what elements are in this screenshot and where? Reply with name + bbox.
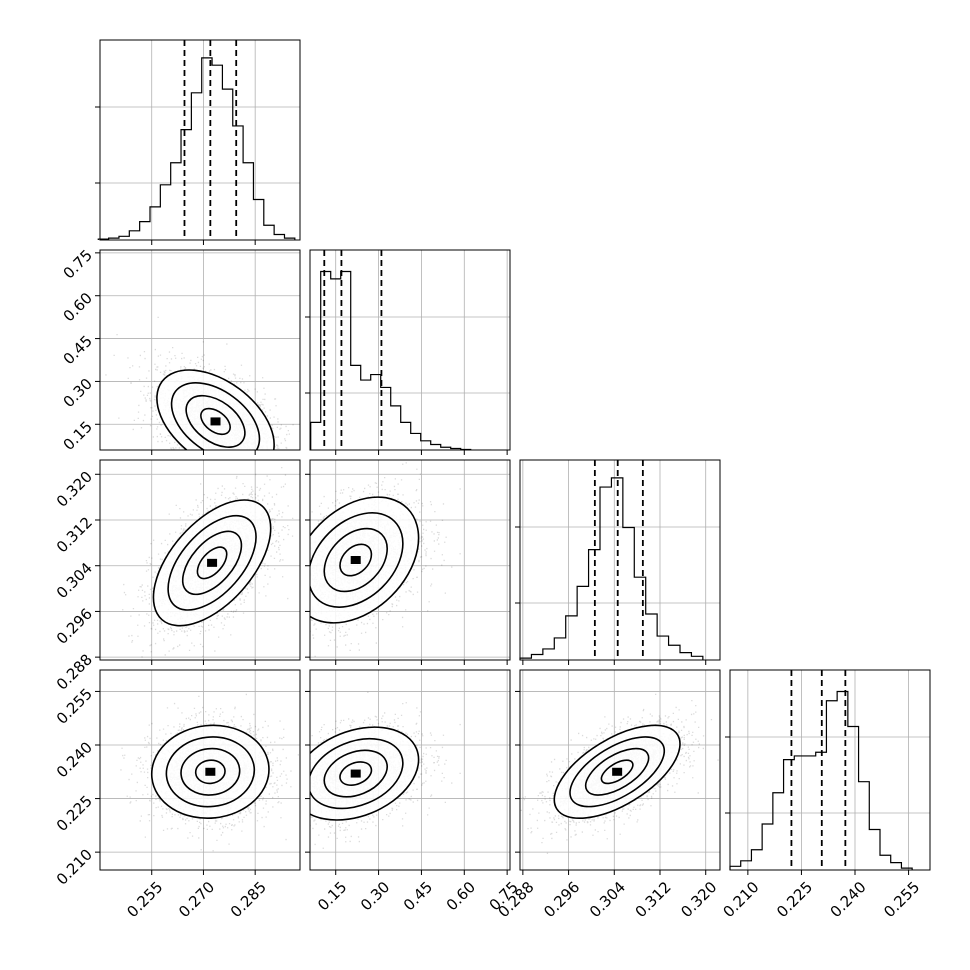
- x-tick-label-0-0: 0.255: [123, 878, 166, 921]
- contour-2-3-2: [584, 747, 650, 796]
- x-tick-label-2-3: 0.312: [632, 878, 675, 921]
- pair-panel-2-3: [515, 669, 721, 875]
- x-tick-label-3-3: 0.255: [880, 878, 923, 921]
- x-tick-label-2-1: 0.296: [540, 878, 583, 921]
- contour-0-1-2: [185, 394, 246, 448]
- density-peak-0-3: [205, 767, 216, 776]
- contour-1-3-3: [339, 761, 373, 786]
- y-tick-label-1-4: 0.75: [60, 246, 96, 282]
- contour-2-3-3: [600, 759, 634, 785]
- y-tick-label-2-1: 0.296: [53, 605, 96, 648]
- hist-step-0: [97, 57, 296, 240]
- density-peak-0-2: [207, 558, 218, 567]
- pair-panel-1-3: [305, 669, 511, 875]
- y-tick-label-2-3: 0.312: [53, 513, 96, 556]
- x-tick-label-0-1: 0.270: [175, 878, 218, 921]
- contour-0-3-3: [194, 759, 226, 785]
- pair-frame-0-1: [99, 249, 301, 451]
- y-tick-label-2-0: 0.288: [53, 650, 96, 693]
- contour-0-3-2: [180, 747, 241, 796]
- hist-frame-1: [309, 249, 511, 451]
- x-tick-label-3-0: 0.210: [720, 878, 763, 921]
- pair-panel-0-1: [95, 249, 301, 455]
- hist-panel-0: [95, 39, 301, 245]
- x-tick-label-1-1: 0.30: [357, 878, 393, 914]
- x-tick-label-3-1: 0.225: [773, 878, 816, 921]
- x-tick-label-1-0: 0.15: [314, 878, 350, 914]
- hist-step-1: [310, 270, 472, 451]
- contour-1-2-1: [310, 512, 404, 608]
- y-tick-label-1-0: 0.15: [60, 418, 96, 454]
- y-tick-label-3-1: 0.225: [53, 792, 96, 835]
- contour-1-3-2: [323, 749, 388, 798]
- y-tick-label-1-3: 0.60: [60, 289, 96, 325]
- contour-0-1-1: [170, 382, 261, 450]
- y-tick-label-2-2: 0.304: [53, 559, 96, 602]
- density-peak-1-2: [350, 556, 361, 564]
- pair-frame-0-3: [99, 669, 301, 871]
- hist-panel-3: [725, 669, 931, 875]
- contour-1-3-0: [310, 726, 420, 821]
- contour-1-2-2: [323, 527, 388, 593]
- pair-frame-0-2: [99, 459, 301, 661]
- pair-frame-1-3: [309, 669, 511, 871]
- x-tick-label-2-4: 0.320: [677, 878, 720, 921]
- hist-frame-3: [729, 669, 931, 871]
- contour-0-2-1: [167, 514, 257, 611]
- contour-0-2-0: [152, 499, 272, 627]
- contour-0-3-0: [150, 724, 270, 820]
- pair-frame-1-2: [309, 459, 511, 661]
- pair-panel-1-2: [305, 459, 511, 665]
- density-peak-1-3: [350, 769, 361, 778]
- y-tick-label-3-2: 0.240: [53, 738, 96, 781]
- contour-0-2-3: [196, 546, 228, 580]
- x-tick-label-1-3: 0.60: [443, 878, 479, 914]
- x-tick-label-2-2: 0.304: [586, 878, 629, 921]
- hist-frame-0: [99, 39, 301, 241]
- contour-2-3-1: [569, 736, 666, 808]
- y-tick-label-3-3: 0.255: [53, 685, 96, 728]
- x-tick-label-1-2: 0.45: [400, 878, 436, 914]
- y-tick-label-1-2: 0.45: [60, 332, 96, 368]
- density-peak-2-3: [612, 767, 623, 776]
- contour-0-2-2: [181, 530, 243, 596]
- density-peak-0-1: [210, 417, 221, 426]
- sample-cloud-0-1: [105, 316, 294, 450]
- hist-panel-2: [515, 459, 721, 665]
- y-tick-label-3-0: 0.210: [53, 845, 96, 888]
- y-tick-label-2-4: 0.320: [53, 468, 96, 511]
- hist-panel-1: [305, 249, 511, 455]
- pair-frame-2-3: [519, 669, 721, 871]
- pair-panel-0-2: [95, 459, 301, 665]
- contour-0-3-1: [165, 736, 256, 808]
- pair-panel-0-3: [95, 669, 301, 875]
- hist-step-3: [729, 690, 913, 870]
- contour-1-2-0: [310, 496, 420, 624]
- hist-step-2: [519, 477, 704, 660]
- contour-1-2-3: [339, 543, 373, 577]
- contour-0-1-3: [200, 407, 231, 436]
- y-tick-label-1-1: 0.30: [60, 375, 96, 411]
- x-tick-label-3-2: 0.240: [827, 878, 870, 921]
- hist-frame-2: [519, 459, 721, 661]
- contour-2-3-0: [553, 724, 681, 820]
- x-tick-label-0-2: 0.285: [227, 878, 270, 921]
- contour-0-1-0: [156, 369, 275, 450]
